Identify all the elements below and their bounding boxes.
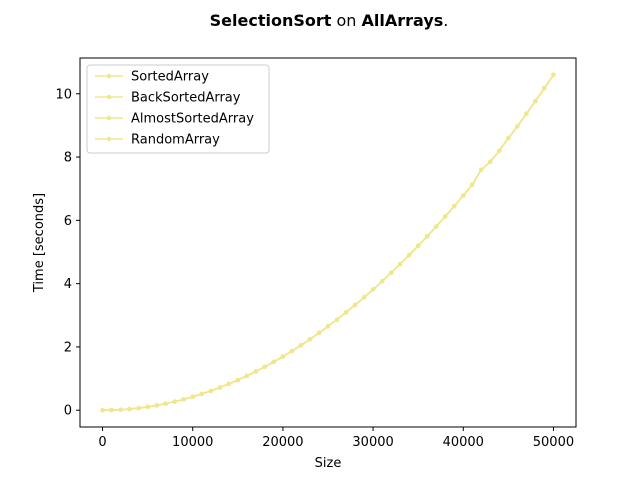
- legend: SortedArray BackSortedArray AlmostSortedAr…: [86, 64, 270, 154]
- legend-marker: [106, 115, 112, 121]
- legend-item: BackSortedArray: [95, 91, 241, 106]
- title-part: .: [443, 11, 448, 30]
- data-point: [425, 234, 430, 239]
- data-point: [181, 397, 186, 402]
- legend-marker: [106, 94, 112, 100]
- data-point: [289, 348, 295, 354]
- legend-label: RandomArray: [131, 133, 220, 148]
- title-part: SelectionSort: [210, 11, 332, 30]
- data-point: [271, 359, 277, 365]
- legend-marker: [106, 136, 112, 142]
- y-axis-label: Time [seconds]: [32, 193, 47, 293]
- data-point: [100, 408, 105, 413]
- title-part: AllArrays: [362, 11, 444, 30]
- x-tick-label: 30000: [352, 435, 393, 450]
- legend-item: SortedArray: [95, 70, 209, 85]
- data-point: [397, 261, 403, 267]
- data-point: [497, 148, 502, 153]
- data-point: [361, 295, 367, 300]
- y-tick-label: 0: [64, 404, 72, 419]
- data-point: [533, 98, 538, 104]
- title-part: on: [331, 11, 361, 30]
- data-point: [244, 373, 250, 379]
- data-point: [506, 135, 511, 141]
- y-axis: 0 2 4 6 8 10: [55, 87, 80, 419]
- data-point: [190, 394, 195, 400]
- y-tick-label: 4: [64, 277, 72, 292]
- legend-label: BackSortedArray: [131, 91, 241, 106]
- data-point: [325, 324, 331, 329]
- data-point: [280, 354, 286, 359]
- y-tick-label: 8: [64, 151, 72, 166]
- data-point: [307, 337, 313, 342]
- data-point: [443, 214, 448, 219]
- data-point: [470, 182, 475, 187]
- data-point: [127, 406, 132, 412]
- data-point: [136, 405, 141, 411]
- data-point: [434, 224, 439, 229]
- data-point: [515, 124, 520, 129]
- data-point: [379, 279, 385, 284]
- chart-title: SelectionSort on AllArrays.: [210, 11, 449, 30]
- data-point: [109, 407, 114, 413]
- data-point: [316, 330, 322, 336]
- data-point: [154, 403, 159, 408]
- data-point: [370, 287, 376, 292]
- data-point: [262, 364, 268, 369]
- data-point: [172, 399, 177, 404]
- data-point: [488, 159, 493, 164]
- legend-item: AlmostSortedArray: [95, 112, 254, 127]
- x-tick-label: 20000: [262, 435, 303, 450]
- legend-item: RandomArray: [95, 133, 220, 148]
- y-tick-label: 6: [64, 214, 72, 229]
- series-layer: [100, 72, 556, 413]
- data-point: [334, 317, 340, 322]
- data-point: [352, 302, 358, 308]
- x-tick-label: 0: [98, 435, 106, 450]
- data-point: [406, 252, 412, 258]
- legend-marker: [106, 73, 112, 79]
- data-point: [298, 343, 304, 348]
- legend-box: [86, 64, 270, 154]
- data-point: [217, 385, 222, 390]
- data-point: [415, 243, 421, 249]
- y-tick-label: 10: [55, 87, 72, 102]
- data-point: [208, 388, 213, 394]
- x-tick-label: 40000: [443, 435, 484, 450]
- data-point: [235, 377, 241, 383]
- data-point: [199, 391, 204, 397]
- data-point: [145, 404, 150, 410]
- data-point: [524, 111, 529, 116]
- data-point: [461, 193, 466, 198]
- plot-frame: [79, 57, 577, 428]
- data-point: [343, 310, 349, 315]
- x-axis-label: Size: [315, 456, 342, 471]
- y-tick-label: 2: [64, 340, 72, 355]
- data-point: [118, 407, 123, 412]
- x-tick-label: 50000: [533, 435, 574, 450]
- x-axis: 0 10000 20000 30000 40000 50000: [98, 427, 574, 450]
- data-point: [479, 167, 484, 172]
- data-point: [163, 401, 168, 406]
- data-point: [551, 72, 556, 77]
- data-point: [452, 203, 457, 209]
- legend-label: AlmostSortedArray: [131, 112, 254, 127]
- x-tick-label: 10000: [172, 435, 213, 450]
- data-point: [226, 381, 231, 387]
- data-point: [388, 270, 394, 276]
- series-randomarray: [100, 72, 556, 413]
- data-point: [542, 85, 547, 91]
- legend-label: SortedArray: [131, 70, 209, 85]
- data-point: [253, 369, 259, 374]
